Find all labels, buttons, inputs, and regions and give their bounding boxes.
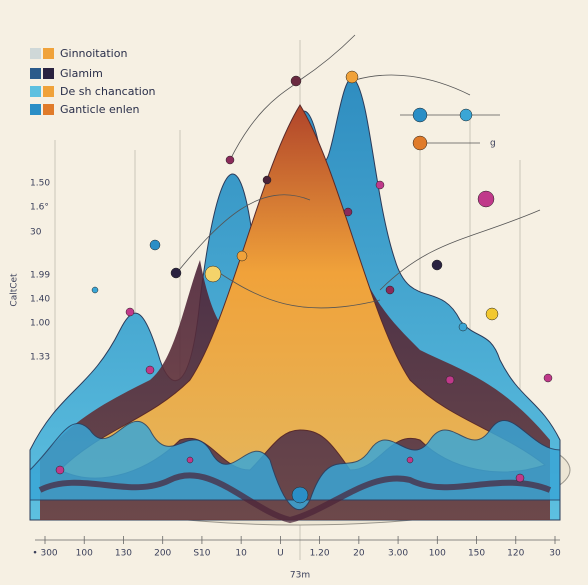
x-tick-label: 130 xyxy=(115,549,132,559)
x-tick-label: 100 xyxy=(429,549,446,559)
y-tick-label: 1.33 xyxy=(30,353,50,363)
y-tick-label: 1.00 xyxy=(30,319,50,329)
y-tick-label: 1.99 xyxy=(30,271,50,281)
x-tick-label: 1.20 xyxy=(310,549,330,559)
legend-label: Glamim xyxy=(60,67,103,80)
x-tick-label: 20 xyxy=(353,549,365,559)
x-tick-label: 150 xyxy=(468,549,485,559)
x-tick-label: 10 xyxy=(235,549,247,559)
illustration: g CaltCet 73m Ginnoitation Glamim De sh ch… xyxy=(0,0,588,585)
x-tick-label: S10 xyxy=(193,549,210,559)
y-axis-title: CaltCet xyxy=(10,273,20,307)
legend-label: Ginnoitation xyxy=(60,47,127,60)
x-tick-label: U xyxy=(277,549,284,559)
y-tick-label: 1.50 xyxy=(30,179,50,189)
y-tick-label: 30 xyxy=(30,228,42,238)
x-tick-label: 120 xyxy=(507,549,524,559)
x-tick-label: • 300 xyxy=(32,549,58,559)
x-tick-label: 30 xyxy=(549,549,561,559)
legend-label: De sh chancation xyxy=(60,85,156,98)
x-axis-title: 73m xyxy=(290,571,310,581)
x-tick-label: 200 xyxy=(154,549,171,559)
x-tick-label: 100 xyxy=(76,549,93,559)
annotation: g xyxy=(490,139,496,149)
x-tick-label: 3.00 xyxy=(388,549,408,559)
y-tick-label: 1.6° xyxy=(30,203,49,213)
legend-label: Ganticle enlen xyxy=(60,103,140,116)
page: g CaltCet 73m Ginnoitation Glamim De sh ch… xyxy=(0,0,588,585)
y-tick-label: 1.40 xyxy=(30,295,50,305)
